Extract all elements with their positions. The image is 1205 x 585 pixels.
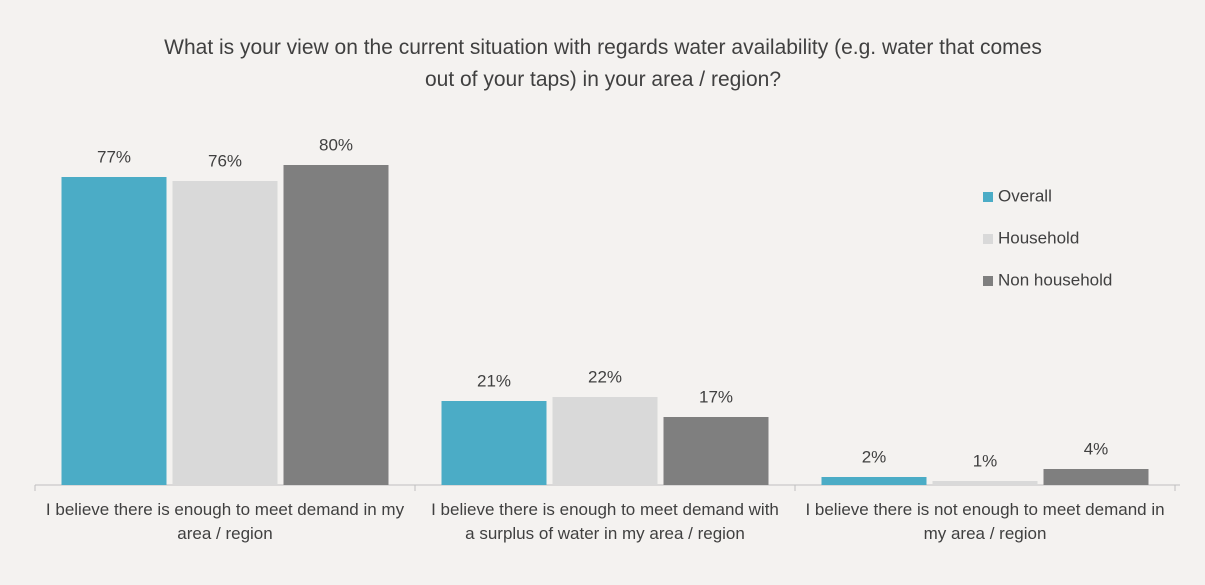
legend-label: Household [998, 228, 1079, 247]
bar [441, 401, 547, 485]
legend-swatch [983, 192, 993, 202]
data-label: 4% [1084, 439, 1109, 458]
legend-label: Non household [998, 270, 1112, 289]
legend-swatch [983, 234, 993, 244]
x-tick-label: I believe there is enough to meet demand… [45, 500, 405, 543]
data-label: 17% [699, 387, 733, 406]
data-label: 76% [208, 151, 242, 170]
legend-label: Overall [998, 186, 1052, 205]
data-label: 80% [319, 135, 353, 154]
bar [283, 165, 389, 485]
data-label: 77% [97, 147, 131, 166]
legend-swatch [983, 276, 993, 286]
chart-title: What is your view on the current situati… [164, 36, 1042, 91]
bar [172, 181, 278, 485]
bar [932, 481, 1038, 485]
x-tick-label: I believe there is not enough to meet de… [805, 500, 1165, 543]
data-label: 2% [862, 447, 887, 466]
data-label: 1% [973, 451, 998, 470]
bar [61, 177, 167, 485]
data-label: 21% [477, 371, 511, 390]
bar [1043, 469, 1149, 485]
bar [663, 417, 769, 485]
data-label: 22% [588, 367, 622, 386]
bar [552, 397, 658, 485]
x-tick-label: I believe there is enough to meet demand… [431, 500, 779, 543]
bar [821, 477, 927, 485]
